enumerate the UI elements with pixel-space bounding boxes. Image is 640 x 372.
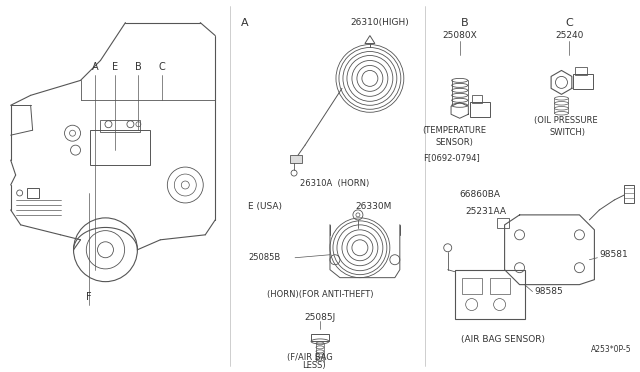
Text: (HORN)(FOR ANTI-THEFT): (HORN)(FOR ANTI-THEFT) — [267, 290, 373, 299]
Text: F[0692-0794]: F[0692-0794] — [423, 154, 480, 163]
Text: 26310A  (HORN): 26310A (HORN) — [300, 179, 369, 187]
Text: (AIR BAG SENSOR): (AIR BAG SENSOR) — [461, 335, 545, 344]
Text: E: E — [113, 62, 118, 73]
Text: C: C — [159, 62, 166, 73]
Text: LESS): LESS) — [302, 361, 326, 370]
Text: (TEMPERATURE: (TEMPERATURE — [422, 126, 486, 135]
Text: 25231AA: 25231AA — [466, 208, 507, 217]
Text: (F/AIR BAG: (F/AIR BAG — [287, 353, 333, 362]
Text: 25085J: 25085J — [305, 313, 335, 322]
Text: SENSOR): SENSOR) — [436, 138, 474, 147]
Text: 98585: 98585 — [534, 287, 563, 296]
Text: 25240: 25240 — [556, 31, 584, 40]
Text: 98581: 98581 — [600, 250, 628, 259]
Text: B: B — [461, 17, 468, 28]
Text: C: C — [566, 17, 573, 28]
Text: A: A — [92, 62, 99, 73]
Text: SWITCH): SWITCH) — [550, 128, 586, 137]
Text: 26330M: 26330M — [355, 202, 391, 211]
Text: 26310(HIGH): 26310(HIGH) — [351, 18, 409, 27]
Text: B: B — [135, 62, 142, 73]
Text: (OIL PRESSURE: (OIL PRESSURE — [534, 116, 597, 125]
Text: 66860BA: 66860BA — [460, 190, 500, 199]
Text: E (USA): E (USA) — [248, 202, 282, 211]
FancyBboxPatch shape — [290, 155, 302, 163]
Text: 25080X: 25080X — [442, 31, 477, 40]
Text: 25085B: 25085B — [248, 253, 280, 262]
Text: A: A — [241, 17, 249, 28]
Text: A253*0P-5: A253*0P-5 — [591, 345, 632, 354]
Text: F: F — [86, 292, 92, 302]
